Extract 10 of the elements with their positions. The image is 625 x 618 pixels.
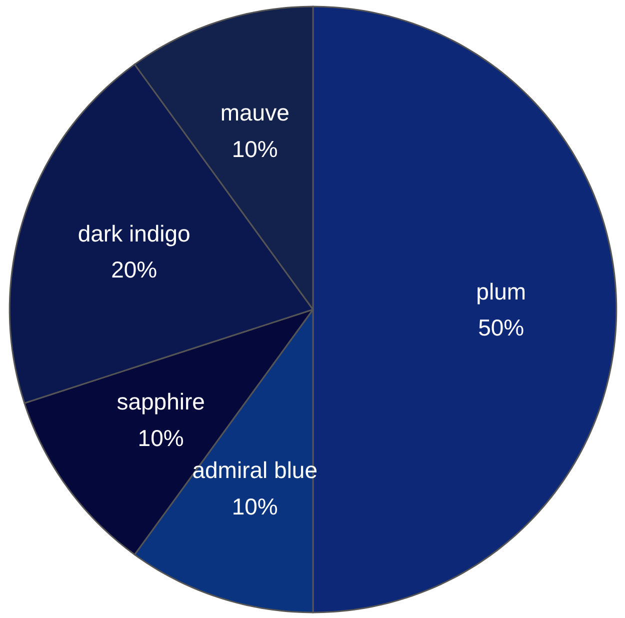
- slice-label: admiral blue: [192, 456, 318, 483]
- data-label: 50%: [478, 314, 524, 341]
- data-label: 10%: [138, 425, 184, 452]
- data-label: 10%: [232, 136, 278, 162]
- slice-label: sapphire: [116, 388, 205, 415]
- data-label: 20%: [111, 256, 158, 283]
- slice-label: mauve: [220, 100, 290, 126]
- slice-label: dark indigo: [78, 220, 190, 246]
- slice-label: plum: [476, 278, 526, 304]
- data-label: 10%: [232, 493, 278, 520]
